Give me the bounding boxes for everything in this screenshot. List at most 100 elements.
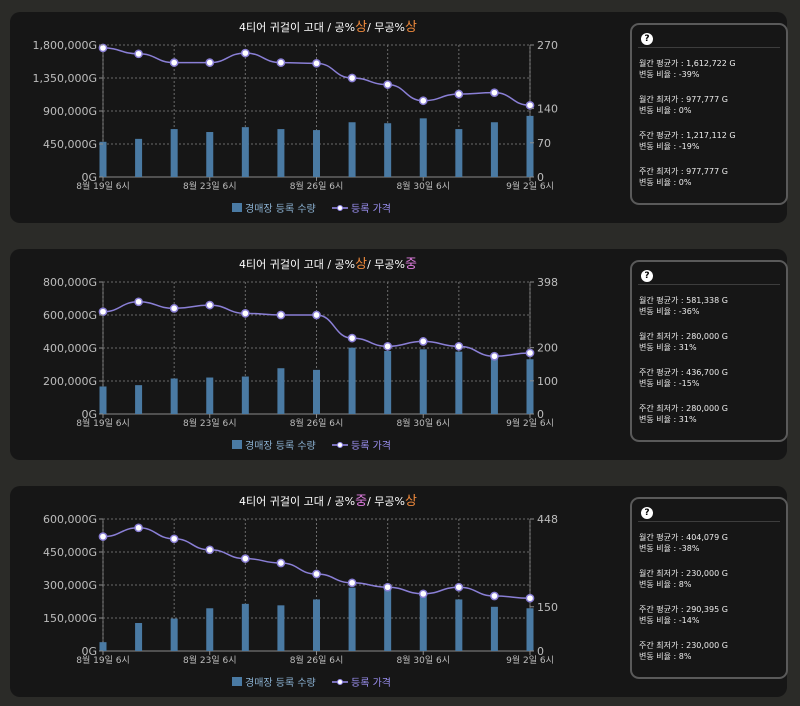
price-point <box>134 523 143 533</box>
divider <box>638 284 780 285</box>
x-tick-label: 8월 23일 6시 <box>183 417 236 429</box>
bar <box>170 129 178 177</box>
bar <box>135 385 143 414</box>
bar <box>348 347 356 414</box>
y-tick-label-left: 400,000G <box>43 342 97 355</box>
bar <box>135 138 143 177</box>
price-point <box>383 80 393 89</box>
price-point <box>490 88 499 98</box>
price-point <box>98 43 108 53</box>
x-tick-label: 8월 23일 6시 <box>183 180 236 192</box>
chart-title: 4티어 귀걸이 고대 / 공%상/ 무공%상 <box>239 20 417 35</box>
bar <box>455 599 463 651</box>
bar <box>313 369 320 414</box>
y-tick-label-right: 70 <box>537 137 551 150</box>
price-point <box>454 342 464 351</box>
grade-badge-1: 상 <box>355 257 367 272</box>
x-tick-label: 8월 19일 6시 <box>76 417 129 429</box>
bar <box>99 386 107 414</box>
stat-monthly-lowest: 월간 최저가 : 977,777 G 변동 비율 : 0% <box>639 95 728 115</box>
price-point <box>240 554 250 563</box>
x-tick-label: 9월 2일 6시 <box>506 417 554 429</box>
stats-card: ? 월간 평균가 : 581,338 G 변동 비율 : -36% 월간 최저가 … <box>630 260 788 442</box>
bar <box>526 608 534 651</box>
x-tick-label: 8월 23일 6시 <box>183 654 236 666</box>
price-point <box>169 304 179 313</box>
y-tick-label-left: 200,000G <box>43 375 97 388</box>
bar <box>241 376 249 414</box>
price-point <box>205 58 215 67</box>
price-point <box>383 582 393 592</box>
x-tick-label: 8월 26일 6시 <box>290 180 343 192</box>
stat-weekly-average: 주간 평균가 : 290,395 G 변동 비율 : -14% <box>639 605 728 625</box>
help-icon[interactable]: ? <box>641 270 653 282</box>
stat-weekly-lowest: 주간 최저가 : 230,000 G 변동 비율 : 8% <box>639 641 728 661</box>
y-tick-label-left: 0G <box>81 408 97 421</box>
legend-line-marker <box>337 442 343 448</box>
divider <box>638 521 780 522</box>
legend-line-label: 등록 가격 <box>351 439 391 452</box>
price-point <box>98 532 108 541</box>
bar <box>526 359 534 414</box>
x-tick-label: 8월 26일 6시 <box>290 654 343 666</box>
bar <box>384 586 392 651</box>
y-tick-label-right: 100 <box>537 375 558 388</box>
y-tick-label-right: 270 <box>537 39 558 52</box>
x-tick-label: 8월 26일 6시 <box>290 417 343 429</box>
price-line <box>102 47 531 107</box>
legend-bar-swatch <box>232 440 242 449</box>
price-point <box>525 348 535 358</box>
legend-bar-label: 경매장 등록 수량 <box>245 676 316 689</box>
price-point <box>312 58 321 68</box>
y-tick-label-right: 140 <box>537 103 558 116</box>
legend-bar-swatch <box>232 677 242 686</box>
help-icon[interactable]: ? <box>641 507 653 519</box>
x-tick-label: 8월 30일 6시 <box>397 417 450 429</box>
price-point <box>490 351 499 361</box>
chart-panel-1: 4티어 귀걸이 고대 / 공%상/ 무공%중 0G 200,000G 400,000… <box>10 249 788 460</box>
x-tick-label: 8월 30일 6시 <box>397 180 450 192</box>
price-point <box>134 297 143 307</box>
legend-line-label: 등록 가격 <box>351 202 391 215</box>
y-tick-label-left: 600,000G <box>43 309 97 322</box>
y-tick-label-left: 0G <box>81 645 97 658</box>
x-tick-label: 8월 30일 6시 <box>397 654 450 666</box>
stat-weekly-average: 주간 평균가 : 1,217,112 G 변동 비율 : -19% <box>639 131 736 151</box>
legend-line-marker <box>337 679 343 685</box>
chart-title: 4티어 귀걸이 고대 / 공%중/ 무공%상 <box>239 494 417 509</box>
price-point <box>276 558 286 568</box>
y-tick-label-right: 0 <box>537 408 544 421</box>
y-tick-label-left: 1,800,000G <box>32 39 97 52</box>
price-point <box>383 342 393 351</box>
y-tick-label-right: 200 <box>537 342 558 355</box>
bar <box>490 357 498 414</box>
legend-line-label: 등록 가격 <box>351 676 391 689</box>
stat-weekly-lowest: 주간 최저가 : 280,000 G 변동 비율 : 31% <box>639 404 728 424</box>
legend-bar-label: 경매장 등록 수량 <box>245 202 316 215</box>
y-tick-label-left: 450,000G <box>43 138 97 151</box>
stat-monthly-lowest: 월간 최저가 : 280,000 G 변동 비율 : 31% <box>639 332 728 352</box>
y-tick-label-right: 0 <box>537 645 544 658</box>
grade-badge-2: 상 <box>405 20 417 35</box>
price-point <box>240 48 250 58</box>
bar <box>241 127 249 177</box>
y-tick-label-right: 448 <box>537 513 558 526</box>
stat-monthly-average: 월간 평균가 : 581,338 G 변동 비율 : -36% <box>639 296 728 316</box>
bar <box>455 129 463 177</box>
price-point <box>347 578 357 588</box>
grade-badge-2: 상 <box>405 494 417 509</box>
stats-card: ? 월간 평균가 : 1,612,722 G 변동 비율 : -39% 월간 최저… <box>630 23 788 205</box>
bar <box>419 118 427 177</box>
bar <box>419 596 427 651</box>
price-point <box>276 310 286 320</box>
chart-svg-2: 4티어 귀걸이 고대 / 공%중/ 무공%상 0G 150,000G 300,000… <box>43 494 558 689</box>
x-tick-label: 9월 2일 6시 <box>506 654 554 666</box>
help-icon[interactable]: ? <box>641 33 653 45</box>
price-point <box>347 333 357 343</box>
y-tick-label-left: 450,000G <box>43 546 97 559</box>
y-tick-label-right: 398 <box>537 276 558 289</box>
bar <box>170 378 178 414</box>
bar <box>99 141 107 177</box>
price-point <box>205 300 215 310</box>
y-tick-label-left: 150,000G <box>43 612 97 625</box>
